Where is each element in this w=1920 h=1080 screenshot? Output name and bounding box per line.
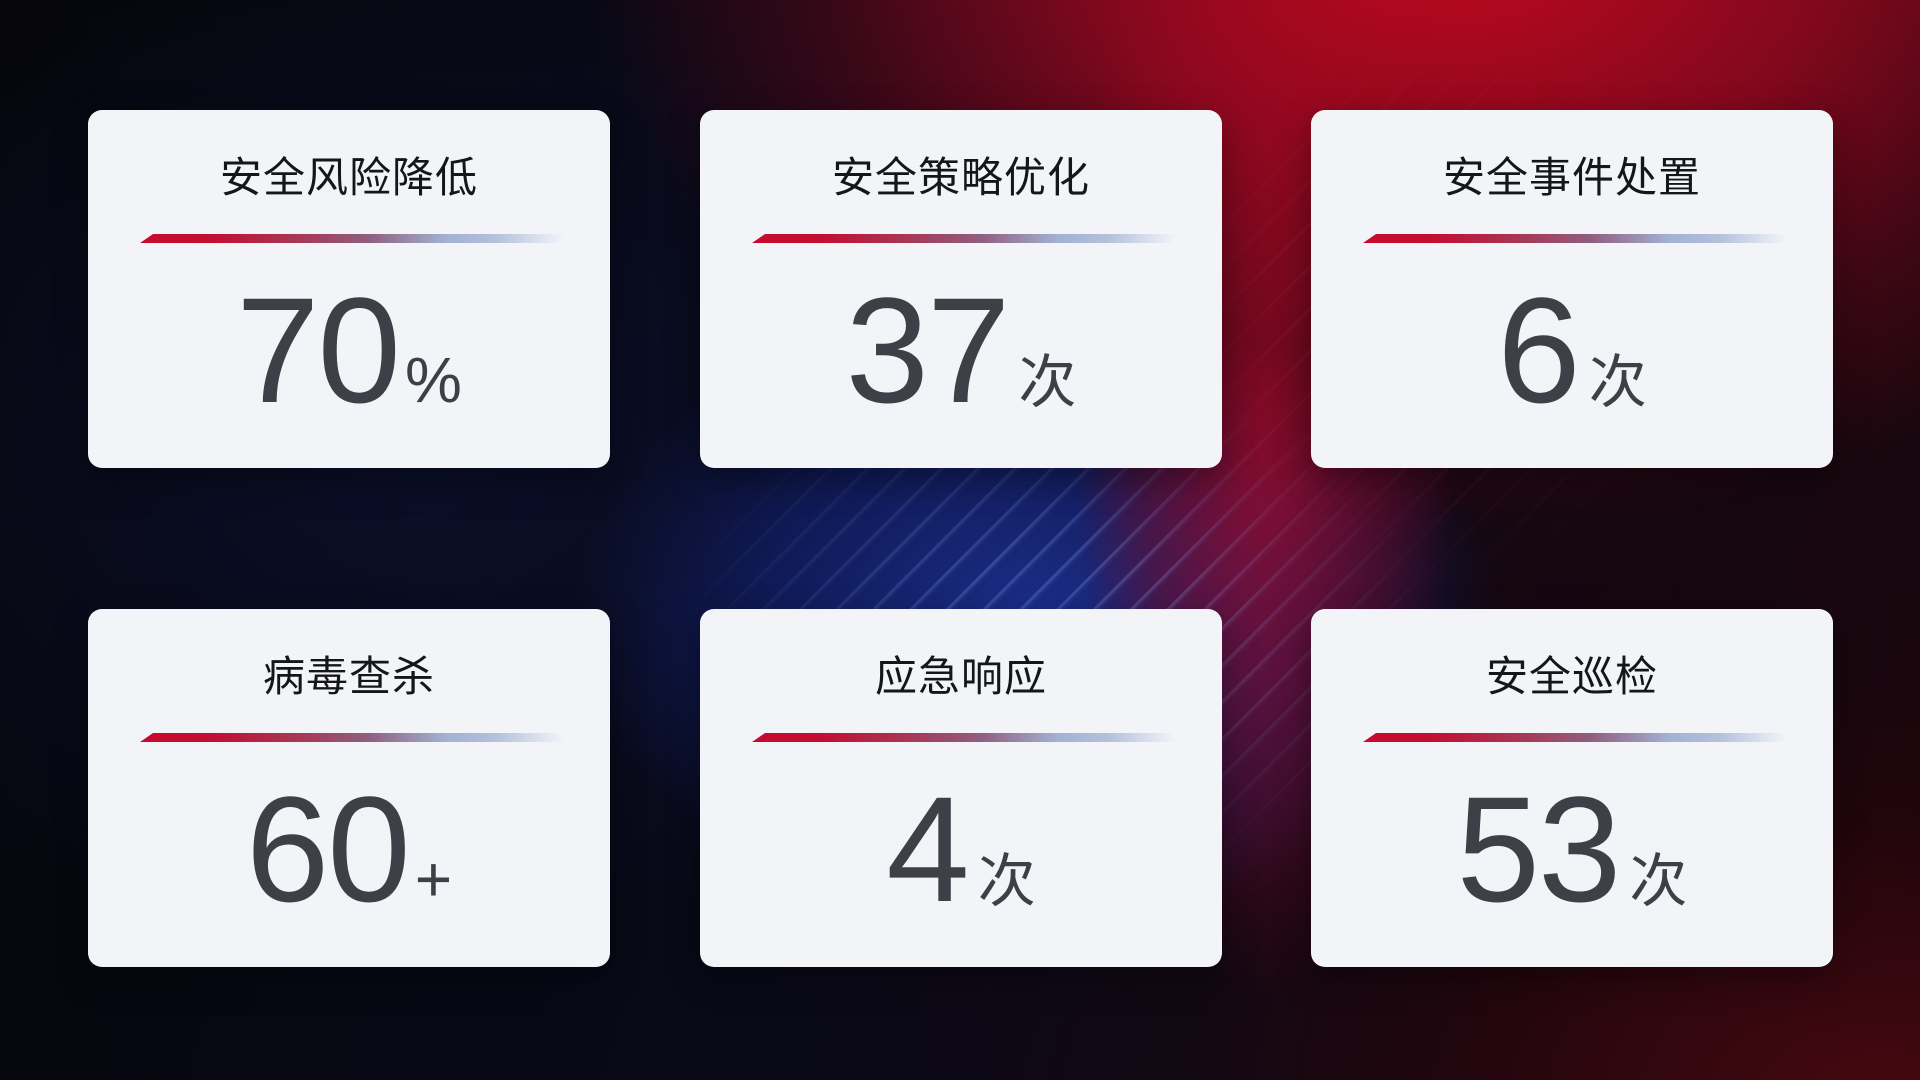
gradient-underline — [140, 234, 564, 243]
stat-unit: 次 — [977, 848, 1036, 914]
stat-card-incident-handling: 安全事件处置 6 次 — [1311, 110, 1833, 468]
stat-card-security-inspection: 安全巡检 53 次 — [1311, 609, 1833, 967]
stat-card-title: 应急响应 — [874, 653, 1047, 700]
gradient-underline — [140, 733, 564, 742]
stat-unit: % — [404, 343, 462, 416]
gradient-underline — [752, 234, 1176, 243]
stat-card-title: 安全风险降低 — [219, 154, 478, 201]
stat-value: 70 — [236, 265, 401, 434]
stat-card-title: 安全事件处置 — [1442, 154, 1701, 201]
stat-card-policy-optimization: 安全策略优化 37 次 — [700, 110, 1222, 468]
stat-card-title: 安全巡检 — [1485, 653, 1658, 700]
stat-unit: 次 — [1018, 349, 1077, 415]
stat-unit: 次 — [1588, 349, 1647, 415]
stat-card-risk-reduction: 安全风险降低 70 % — [88, 110, 610, 468]
stat-unit: + — [414, 842, 453, 915]
stat-card-emergency-response: 应急响应 4 次 — [700, 609, 1222, 967]
stat-value: 53 — [1456, 764, 1622, 933]
stat-value: 4 — [886, 764, 969, 933]
stat-value: 37 — [845, 265, 1011, 434]
stat-card-title: 安全策略优化 — [831, 154, 1090, 201]
gradient-underline — [1363, 234, 1787, 243]
stat-value: 6 — [1497, 265, 1580, 434]
stat-unit: 次 — [1629, 848, 1688, 914]
gradient-underline — [1363, 733, 1787, 742]
gradient-underline — [752, 733, 1176, 742]
stat-value: 60 — [245, 764, 411, 933]
stat-card-title: 病毒查杀 — [262, 653, 435, 700]
stat-card-virus-scan: 病毒查杀 60 + — [88, 609, 610, 967]
